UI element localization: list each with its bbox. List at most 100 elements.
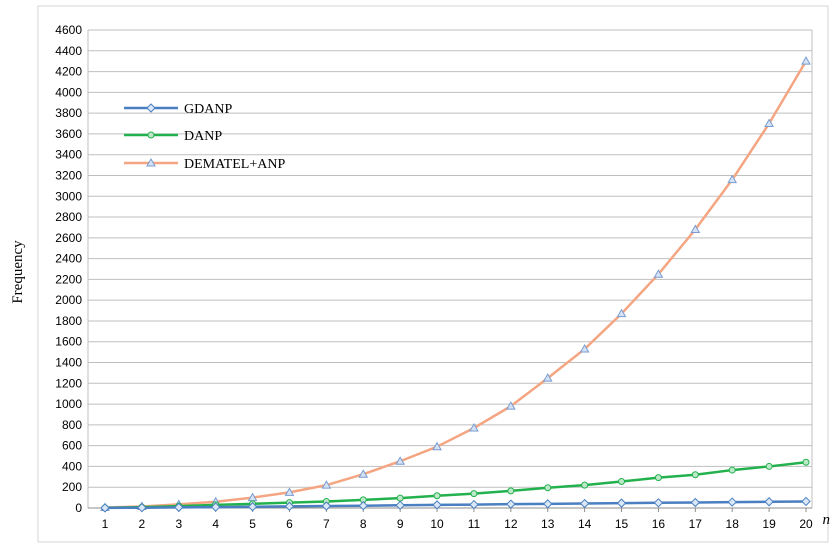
data-point xyxy=(470,490,478,498)
data-point xyxy=(395,456,406,465)
data-point xyxy=(542,373,553,382)
x-tick-label: 13 xyxy=(541,517,555,531)
data-point xyxy=(690,224,701,234)
series-group xyxy=(100,56,811,513)
data-point xyxy=(691,471,699,479)
data-point xyxy=(728,466,736,474)
x-tick-label: 10 xyxy=(430,517,444,531)
y-tick-label: 4000 xyxy=(55,85,82,99)
data-point xyxy=(396,494,404,502)
legend-marker xyxy=(146,103,156,113)
legend-marker xyxy=(147,131,155,139)
y-tick-label: 4600 xyxy=(55,23,82,37)
y-tick-label: 2000 xyxy=(55,293,82,307)
legend-label: GDANP xyxy=(184,102,232,117)
x-tick-label: 1 xyxy=(102,517,109,531)
data-point xyxy=(469,499,479,510)
data-point xyxy=(433,492,441,500)
data-point xyxy=(469,422,479,432)
data-point xyxy=(764,497,774,507)
legend-label: DEMATEL+ANP xyxy=(184,157,285,172)
x-tick-label: 9 xyxy=(397,517,404,531)
data-point xyxy=(618,478,626,486)
data-point xyxy=(765,462,773,470)
data-point xyxy=(100,503,110,513)
data-point xyxy=(321,501,332,511)
x-axis-title: n xyxy=(823,512,831,528)
x-tick-label: 7 xyxy=(323,517,330,531)
data-point xyxy=(654,474,662,482)
data-point xyxy=(802,458,810,466)
data-point xyxy=(358,501,368,511)
data-point xyxy=(727,174,738,184)
legend-label: DANP xyxy=(184,129,222,144)
gridlines xyxy=(87,29,813,509)
x-tick-label: 20 xyxy=(799,517,813,531)
y-tick-label: 2200 xyxy=(55,272,82,286)
y-tick-label: 4400 xyxy=(55,44,82,58)
data-point xyxy=(653,269,664,278)
y-tick-label: 4200 xyxy=(55,65,82,79)
y-tick-label: 2800 xyxy=(55,210,82,224)
y-tick-label: 1800 xyxy=(55,314,82,328)
y-tick-label: 1400 xyxy=(55,356,82,370)
data-point xyxy=(284,487,295,496)
data-point xyxy=(284,501,295,512)
data-point xyxy=(653,498,664,508)
data-point xyxy=(432,500,442,510)
data-point xyxy=(801,496,811,507)
x-tick-label: 11 xyxy=(468,517,481,531)
y-tick-label: 1000 xyxy=(55,397,82,411)
y-tick-label: 3600 xyxy=(55,127,82,141)
x-tick-label: 12 xyxy=(504,517,518,531)
data-point xyxy=(616,498,627,508)
data-point xyxy=(727,497,737,507)
x-tick-label: 3 xyxy=(175,517,182,531)
y-tick-label: 2400 xyxy=(55,252,82,266)
y-tick-label: 800 xyxy=(62,418,82,432)
x-axis-ticks: 1 2 3 4 5 6 7 8 9 10 11 12 13 14 15 16 17 18 19 20 xyxy=(102,508,813,531)
y-tick-label: 3000 xyxy=(55,189,82,203)
series-line-dematel-anp xyxy=(104,60,808,509)
y-tick-label: 0 xyxy=(75,501,82,515)
data-point xyxy=(579,498,590,509)
y-tick-label: 3400 xyxy=(55,148,82,162)
data-point xyxy=(616,308,627,318)
data-point xyxy=(579,344,590,353)
data-point xyxy=(506,499,516,509)
y-tick-label: 2600 xyxy=(55,231,82,245)
y-tick-label: 3800 xyxy=(55,106,82,120)
data-point xyxy=(581,481,589,489)
data-point xyxy=(247,502,258,512)
y-tick-label: 400 xyxy=(62,459,82,473)
x-tick-label: 6 xyxy=(286,517,293,531)
x-tick-label: 17 xyxy=(689,517,703,531)
data-point xyxy=(801,56,811,65)
x-tick-label: 14 xyxy=(578,517,592,531)
data-point xyxy=(543,499,553,509)
data-point xyxy=(690,497,701,508)
data-point xyxy=(358,469,369,478)
data-point xyxy=(505,401,516,410)
legend: GDANP DANP DEMATEL+ANP xyxy=(124,102,285,172)
x-tick-label: 15 xyxy=(615,517,629,531)
y-axis-title: Frequency xyxy=(10,240,26,304)
x-tick-label: 5 xyxy=(249,517,256,531)
y-tick-label: 200 xyxy=(62,480,82,494)
data-point xyxy=(395,500,405,511)
x-tick-label: 19 xyxy=(762,517,776,531)
data-point xyxy=(432,441,442,451)
data-point xyxy=(321,480,332,489)
data-point xyxy=(764,118,774,128)
legend-marker xyxy=(146,157,156,167)
series-line-gdanp xyxy=(104,500,807,510)
y-tick-label: 1200 xyxy=(55,376,82,390)
data-point xyxy=(174,502,184,513)
y-axis-ticks: 0 200 400 600 800 1000 1200 1400 1600 1800 2000 220… xyxy=(55,23,82,515)
x-tick-label: 16 xyxy=(652,517,666,531)
data-point xyxy=(544,484,552,492)
series-line-danp xyxy=(104,461,807,510)
y-tick-label: 3200 xyxy=(55,168,82,182)
y-tick-label: 600 xyxy=(62,439,82,453)
x-tick-label: 4 xyxy=(212,517,219,531)
